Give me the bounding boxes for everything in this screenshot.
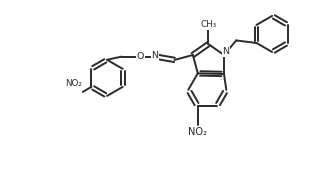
Text: NO₂: NO₂	[188, 127, 207, 137]
Text: N: N	[222, 47, 229, 56]
Text: CH₃: CH₃	[200, 20, 216, 29]
Text: O: O	[137, 52, 144, 61]
Text: N: N	[151, 51, 158, 60]
Text: NO₂: NO₂	[65, 79, 82, 88]
